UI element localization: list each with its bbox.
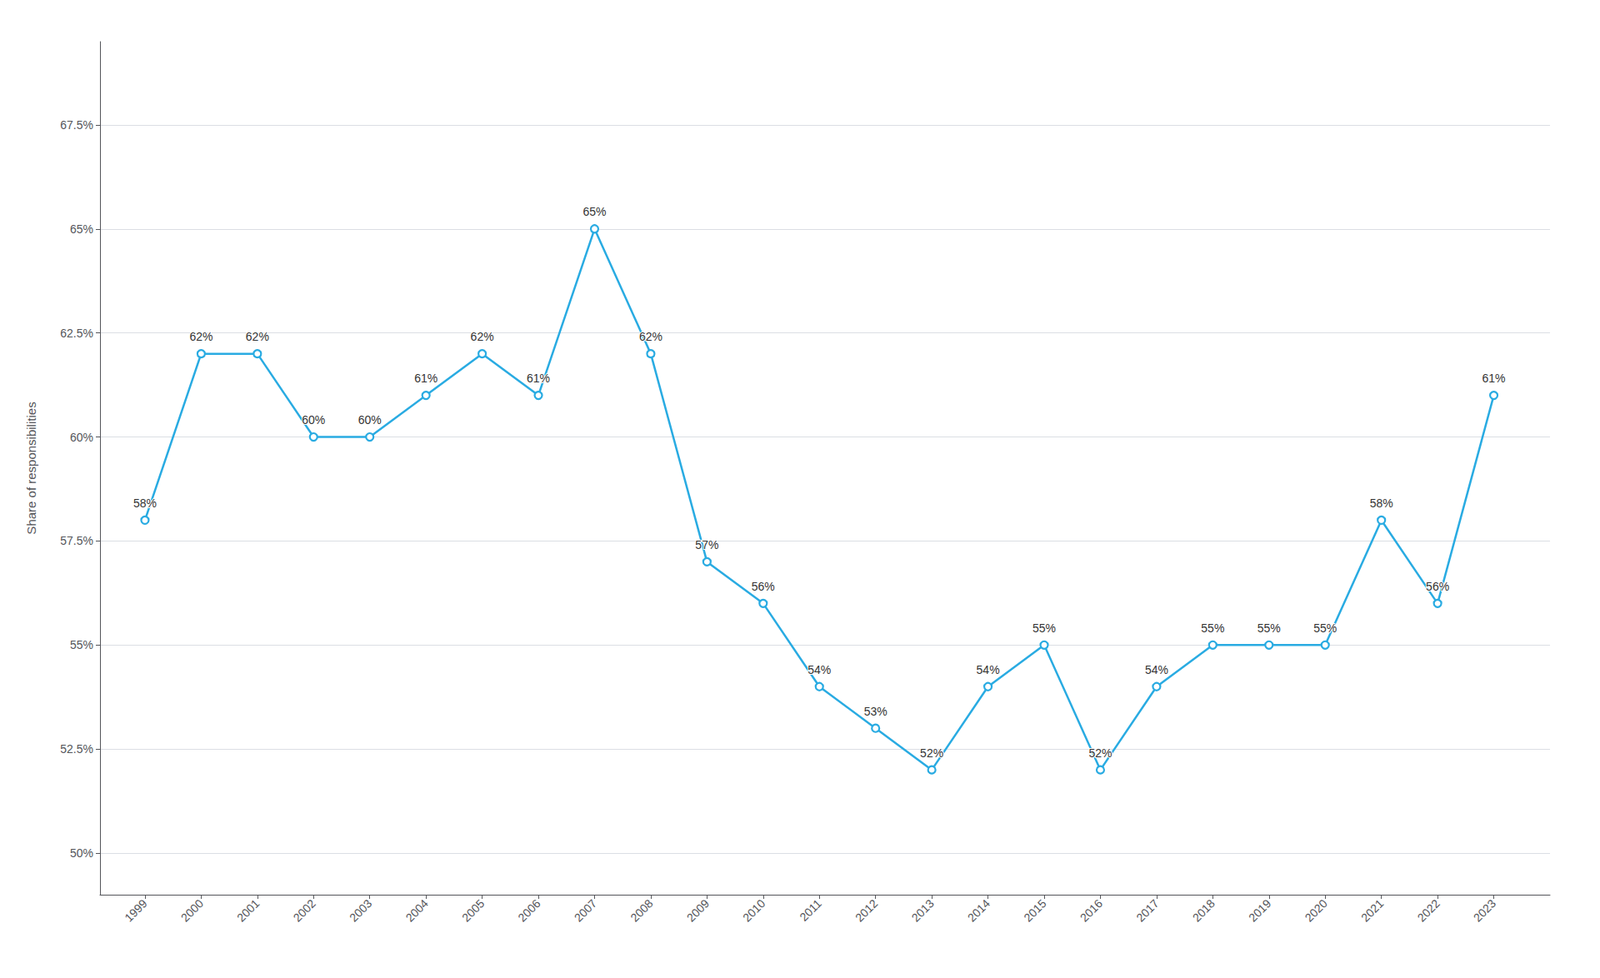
svg-text:2013: 2013: [908, 896, 936, 925]
svg-text:2001: 2001: [234, 896, 262, 925]
svg-text:2011: 2011: [796, 896, 825, 925]
svg-text:2016: 2016: [1077, 896, 1105, 925]
svg-text:2012: 2012: [852, 896, 880, 925]
svg-text:2022: 2022: [1414, 896, 1442, 925]
svg-text:2006: 2006: [515, 896, 543, 925]
svg-text:54%: 54%: [1145, 663, 1169, 677]
svg-text:62%: 62%: [245, 330, 270, 344]
svg-text:58%: 58%: [1370, 496, 1394, 510]
svg-text:65%: 65%: [582, 205, 606, 219]
svg-text:55%: 55%: [1257, 621, 1281, 635]
svg-text:2019: 2019: [1245, 896, 1274, 925]
svg-text:1999: 1999: [121, 896, 150, 925]
svg-text:Share of responsibilities: Share of responsibilities: [24, 401, 39, 535]
svg-text:55%: 55%: [1313, 621, 1337, 635]
svg-text:2003: 2003: [346, 896, 375, 925]
svg-text:65%: 65%: [70, 222, 94, 236]
svg-text:2007: 2007: [571, 896, 600, 925]
svg-text:54%: 54%: [976, 663, 1000, 677]
svg-text:61%: 61%: [1482, 371, 1506, 385]
svg-text:61%: 61%: [414, 371, 438, 385]
svg-text:2005: 2005: [459, 896, 487, 925]
svg-text:2014: 2014: [965, 896, 993, 925]
svg-text:2008: 2008: [627, 896, 655, 925]
svg-text:62%: 62%: [470, 330, 495, 344]
svg-text:53%: 53%: [864, 705, 888, 719]
svg-text:54%: 54%: [807, 663, 831, 677]
svg-text:57.5%: 57.5%: [60, 534, 94, 548]
svg-text:55%: 55%: [1200, 621, 1225, 635]
svg-text:62%: 62%: [189, 330, 213, 344]
svg-text:55%: 55%: [1032, 621, 1056, 635]
svg-text:2020: 2020: [1302, 896, 1330, 925]
svg-text:52%: 52%: [920, 746, 944, 760]
svg-text:50%: 50%: [70, 846, 94, 860]
svg-text:62%: 62%: [639, 330, 663, 344]
svg-text:2017: 2017: [1133, 896, 1161, 925]
svg-text:2002: 2002: [290, 896, 319, 925]
svg-text:2004: 2004: [402, 896, 430, 925]
svg-text:2023: 2023: [1470, 896, 1499, 925]
svg-text:67.5%: 67.5%: [60, 118, 94, 132]
svg-text:2021: 2021: [1358, 896, 1386, 925]
svg-text:61%: 61%: [526, 371, 550, 385]
svg-text:55%: 55%: [70, 638, 94, 652]
svg-text:56%: 56%: [1425, 580, 1450, 594]
svg-text:62.5%: 62.5%: [60, 326, 94, 340]
svg-text:2018: 2018: [1190, 896, 1218, 925]
svg-text:2000: 2000: [178, 896, 206, 925]
svg-text:56%: 56%: [751, 580, 775, 594]
svg-text:2009: 2009: [684, 896, 712, 925]
svg-text:2015: 2015: [1020, 896, 1049, 925]
svg-text:52.5%: 52.5%: [60, 742, 94, 756]
svg-text:60%: 60%: [70, 430, 94, 445]
svg-text:60%: 60%: [358, 413, 382, 427]
svg-text:60%: 60%: [301, 413, 325, 427]
svg-text:57%: 57%: [695, 538, 719, 552]
svg-text:58%: 58%: [133, 496, 157, 510]
svg-text:52%: 52%: [1088, 746, 1112, 760]
svg-text:2010: 2010: [740, 896, 768, 925]
